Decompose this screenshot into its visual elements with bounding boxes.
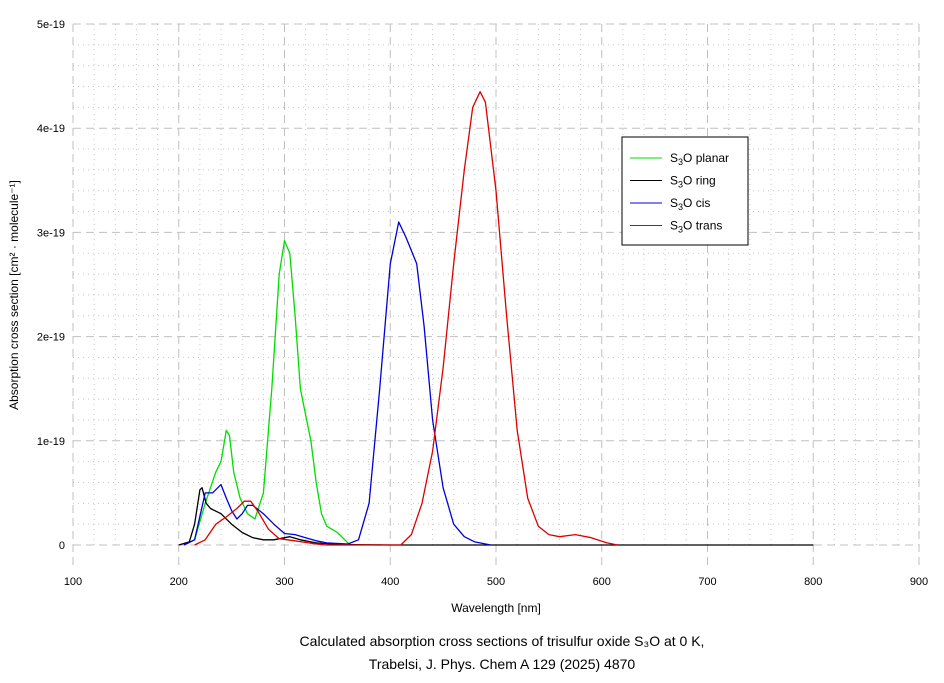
- y-tick-label: 2e-19: [37, 332, 65, 344]
- chart-title-line2: Trabelsi, J. Phys. Chem A 129 (2025) 487…: [369, 656, 636, 672]
- chart-title-line1: Calculated absorption cross sections of …: [300, 633, 705, 649]
- y-axis-label: Absorption cross section [cm² · molecule…: [7, 180, 21, 410]
- legend: S3O planar S3O ring S3O cis S3O trans: [621, 136, 749, 246]
- y-tick-label: 5e-19: [37, 19, 65, 31]
- y-tick-label: 0: [59, 540, 65, 552]
- y-tick-label: 1e-19: [37, 436, 65, 448]
- legend-label: S3O planar: [670, 151, 729, 167]
- x-axis-label: Wavelength [nm]: [451, 601, 541, 615]
- series-line-s3o-cis: [183, 221, 491, 546]
- x-tick-label: 800: [804, 576, 822, 588]
- x-tick-label: 300: [275, 576, 293, 588]
- x-tick-label: 900: [910, 576, 928, 588]
- legend-label: S3O ring: [670, 174, 716, 190]
- y-tick-label: 4e-19: [37, 123, 65, 135]
- x-tick-label: 500: [487, 576, 505, 588]
- x-tick-label: 200: [170, 576, 188, 588]
- x-tick-label: 400: [381, 576, 399, 588]
- x-tick-label: 700: [698, 576, 716, 588]
- legend-label: S3O trans: [670, 219, 722, 235]
- x-tick-label: 600: [593, 576, 611, 588]
- series-line-s3o-ring: [178, 487, 814, 546]
- legend-label: S3O cis: [670, 196, 710, 212]
- series-line-s3o-trans: [194, 91, 618, 546]
- x-tick-label: 100: [64, 576, 82, 588]
- series-line-s3o-planar: [183, 240, 351, 546]
- y-tick-label: 3e-19: [37, 227, 65, 239]
